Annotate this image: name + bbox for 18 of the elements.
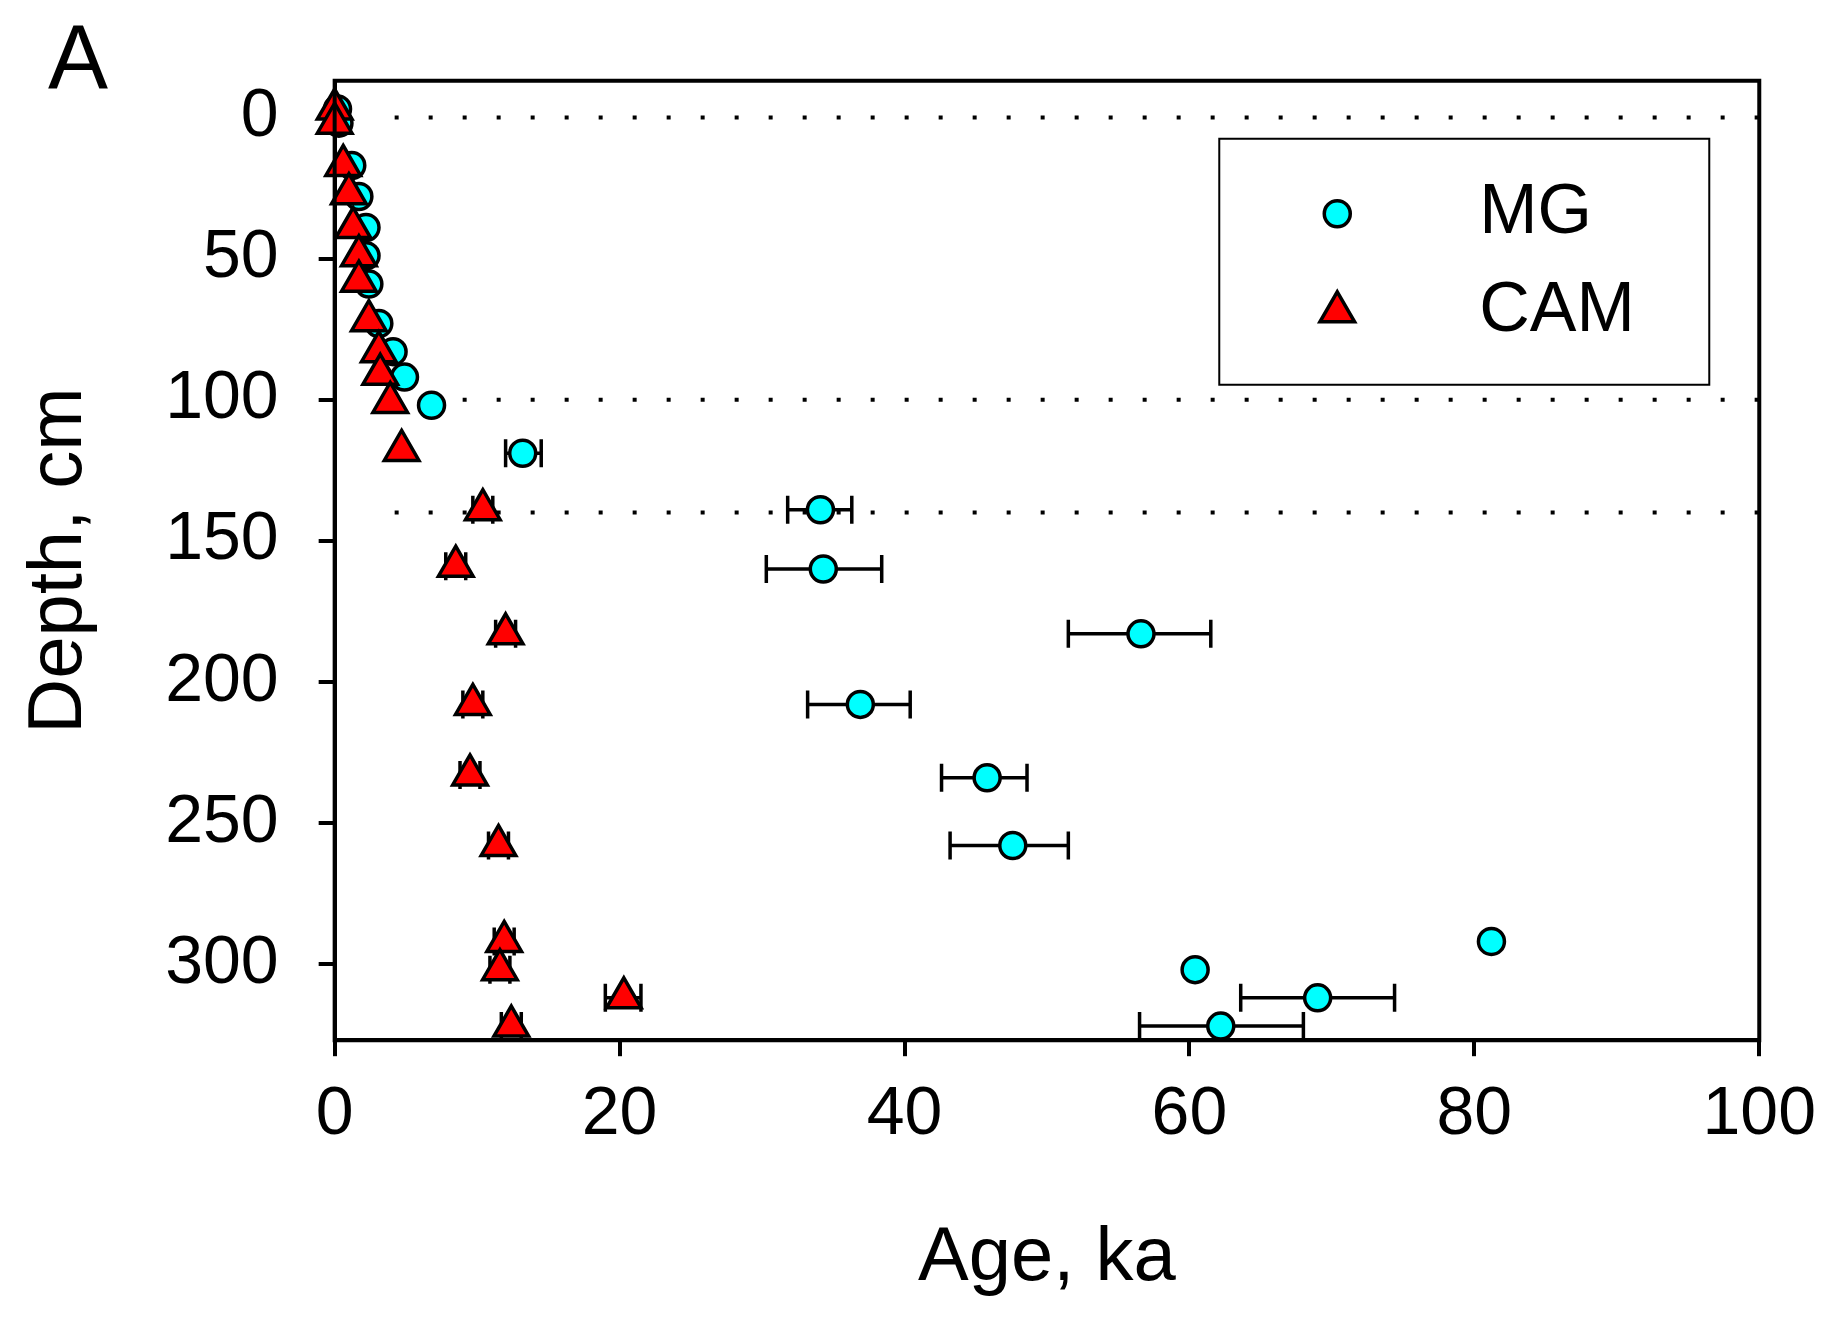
y-tick-label: 150 <box>165 497 279 574</box>
legend-label: CAM <box>1479 268 1635 347</box>
x-tick-label: 0 <box>315 1071 354 1148</box>
y-tick-label: 100 <box>165 356 279 433</box>
text: A <box>48 6 109 107</box>
y-tick-label: 250 <box>165 779 279 856</box>
y-tick-label: 0 <box>240 74 279 151</box>
legend-label: MG <box>1479 170 1593 249</box>
x-tick-label: 60 <box>1151 1071 1228 1148</box>
y-tick-label: 300 <box>165 920 279 997</box>
y-axis-title: Depth, cm <box>11 387 97 734</box>
y-tick-label: 50 <box>203 215 279 292</box>
x-tick-label: 40 <box>866 1071 943 1148</box>
x-tick-label: 20 <box>581 1071 658 1148</box>
x-axis-title: Age, ka <box>918 1211 1177 1297</box>
x-tick-label: 80 <box>1436 1071 1513 1148</box>
y-tick-label: 200 <box>165 638 279 715</box>
x-tick-label: 100 <box>1702 1071 1817 1148</box>
